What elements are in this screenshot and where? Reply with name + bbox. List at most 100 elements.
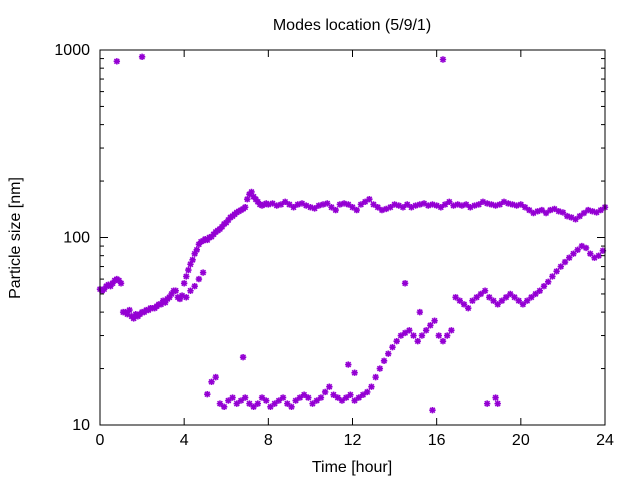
x-tick-label: 24 — [596, 432, 614, 449]
data-point — [324, 200, 331, 207]
data-point — [427, 322, 434, 329]
data-point — [233, 400, 240, 407]
x-tick-label: 16 — [428, 432, 446, 449]
data-point — [305, 394, 312, 401]
x-tick-label: 20 — [512, 432, 530, 449]
data-point — [376, 365, 384, 372]
data-points — [96, 53, 609, 414]
data-point — [570, 250, 577, 257]
data-point — [431, 317, 438, 324]
data-point — [309, 400, 316, 407]
data-point — [183, 294, 190, 301]
data-point — [448, 327, 455, 334]
data-point — [587, 250, 594, 257]
data-point — [275, 397, 283, 404]
data-point — [555, 208, 562, 215]
data-point — [355, 394, 363, 401]
data-point — [580, 209, 588, 217]
data-point — [180, 280, 188, 287]
data-point — [330, 391, 337, 398]
data-point — [425, 202, 432, 209]
data-point — [359, 391, 367, 398]
data-point — [502, 294, 510, 301]
data-point — [284, 400, 291, 407]
data-point — [492, 394, 499, 401]
data-point — [397, 332, 405, 339]
data-point — [241, 394, 249, 401]
x-tick-label: 8 — [264, 432, 273, 449]
data-point — [528, 294, 535, 301]
data-point — [576, 212, 583, 220]
data-point — [338, 397, 346, 404]
data-point — [290, 204, 297, 211]
data-point — [294, 201, 301, 208]
data-point — [439, 337, 447, 345]
x-tick-label: 0 — [96, 432, 105, 449]
data-point — [374, 204, 381, 211]
data-point — [342, 394, 350, 401]
data-point — [595, 252, 602, 259]
data-point — [483, 400, 491, 407]
data-point — [549, 273, 556, 280]
data-point — [401, 280, 409, 287]
data-point — [597, 206, 604, 214]
data-point — [340, 200, 348, 207]
data-point — [237, 397, 245, 404]
data-point — [422, 327, 430, 334]
data-point — [328, 204, 335, 211]
data-point — [229, 394, 236, 401]
data-point — [345, 201, 352, 208]
data-point — [530, 209, 537, 217]
y-tick-label: 100 — [63, 230, 90, 247]
data-point — [364, 388, 371, 396]
data-point — [204, 390, 211, 398]
data-point — [536, 287, 543, 294]
data-point — [544, 278, 552, 286]
data-point — [353, 206, 360, 214]
x-tick-label: 4 — [180, 432, 189, 449]
data-point — [385, 350, 392, 357]
data-point — [351, 397, 358, 404]
data-point — [138, 53, 146, 60]
data-point — [258, 394, 266, 401]
data-point — [317, 394, 325, 401]
data-point — [321, 388, 329, 396]
data-point — [473, 294, 480, 301]
data-point — [380, 357, 388, 364]
data-point — [404, 201, 411, 208]
data-point — [540, 282, 548, 290]
data-point — [296, 394, 304, 401]
data-point — [557, 263, 565, 270]
data-point — [418, 332, 426, 339]
data-point — [561, 258, 569, 266]
data-point — [490, 297, 497, 304]
data-point — [241, 204, 249, 211]
data-point — [162, 299, 169, 306]
data-point — [582, 244, 590, 252]
x-axis-title: Time [hour] — [312, 459, 392, 476]
data-point — [477, 290, 485, 298]
data-point — [239, 353, 247, 361]
data-point — [195, 275, 203, 283]
data-point — [191, 282, 198, 290]
data-point — [429, 406, 436, 414]
data-point — [189, 256, 196, 264]
data-point — [521, 204, 529, 211]
data-point — [351, 369, 358, 376]
data-point — [311, 205, 318, 212]
data-point — [117, 280, 125, 287]
data-point — [410, 332, 417, 339]
data-point — [393, 337, 400, 345]
data-point — [566, 254, 573, 261]
chart-title: Modes location (5/9/1) — [273, 17, 431, 34]
data-point — [526, 206, 533, 214]
data-point — [443, 332, 451, 339]
data-point — [513, 202, 520, 209]
data-point — [414, 337, 421, 345]
data-point — [254, 400, 262, 407]
data-point — [361, 198, 369, 206]
data-point — [300, 391, 308, 398]
data-point — [332, 206, 339, 214]
data-point — [199, 269, 207, 276]
data-point — [401, 329, 409, 337]
